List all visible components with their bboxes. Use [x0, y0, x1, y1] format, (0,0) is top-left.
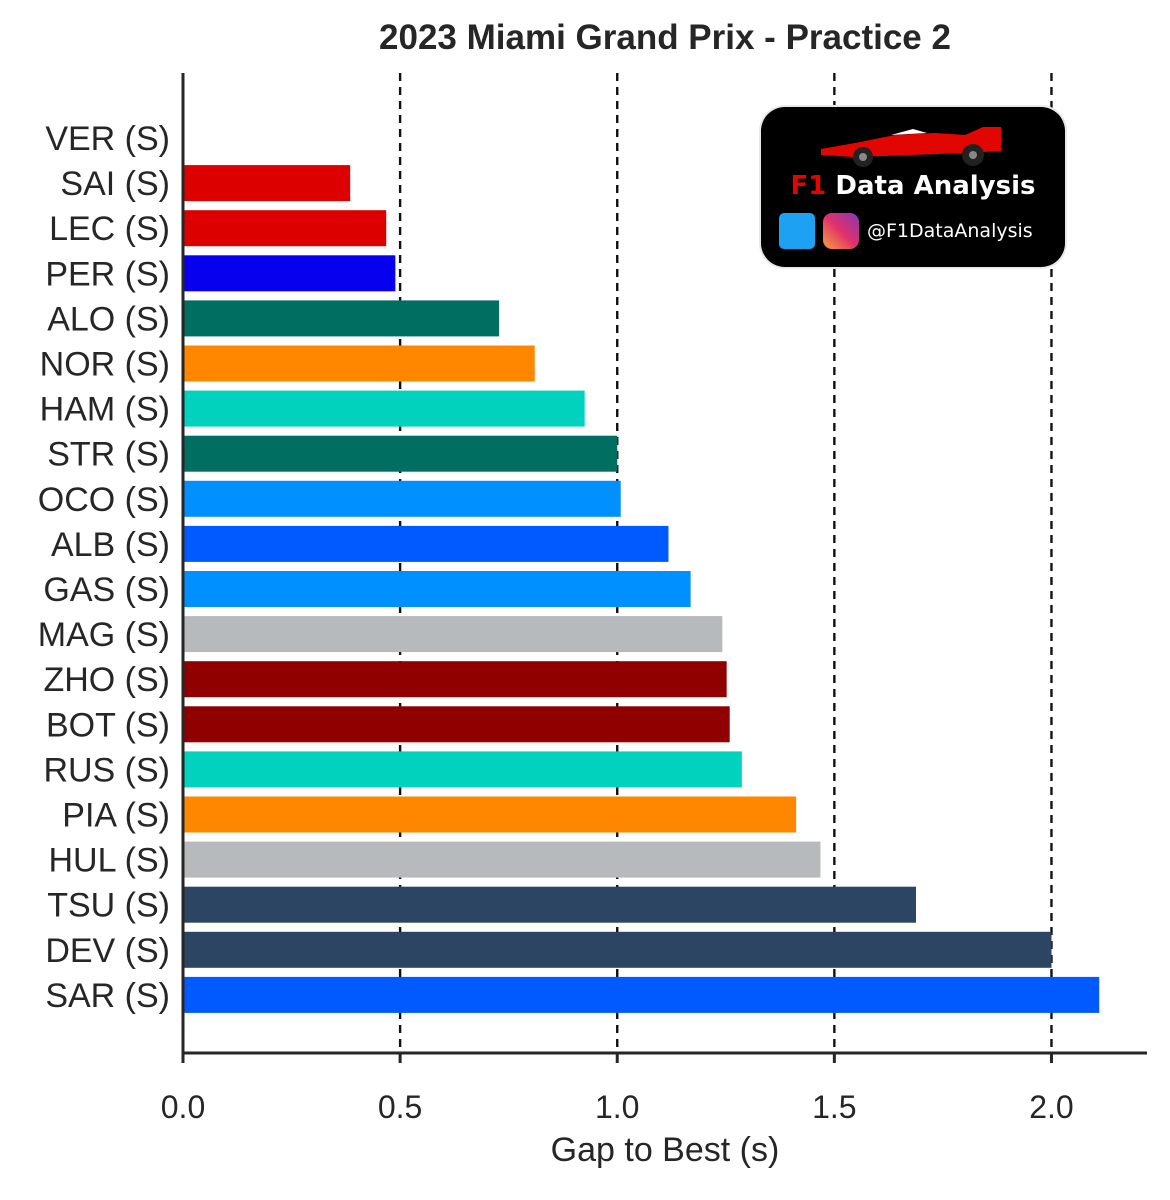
y-tick-lec: LEC (S) — [49, 210, 170, 248]
y-tick-oco: OCO (S) — [38, 481, 170, 519]
bar-per — [183, 255, 396, 292]
bar-pia — [183, 796, 797, 833]
bar-ham — [183, 390, 585, 427]
y-tick-bot: BOT (S) — [46, 706, 170, 744]
bar-bot — [183, 706, 730, 743]
x-tick-1.0: 1.0 — [595, 1089, 639, 1125]
bar-tsu — [183, 886, 916, 923]
y-tick-pia: PIA (S) — [62, 797, 170, 835]
chart-title: 2023 Miami Grand Prix - Practice 2 — [379, 18, 951, 57]
y-tick-sar: SAR (S) — [45, 977, 170, 1015]
brand-prefix: F1 — [790, 171, 827, 201]
bar-nor — [183, 345, 535, 382]
y-tick-hul: HUL (S) — [48, 842, 170, 880]
bar-dev — [183, 931, 1052, 968]
axes — [181, 73, 1147, 1055]
bar-mag — [183, 616, 723, 653]
watermark-handle: @F1DataAnalysis — [867, 220, 1033, 242]
watermark-brand: F1 Data Analysis — [761, 171, 1065, 201]
bars — [183, 165, 1100, 1013]
bar-str — [183, 435, 618, 472]
twitter-icon — [779, 213, 815, 249]
x-tick-1.5: 1.5 — [812, 1089, 856, 1125]
bar-rus — [183, 751, 742, 788]
f1-car-icon — [821, 127, 1001, 167]
watermark-logo: F1 Data Analysis @F1DataAnalysis — [761, 107, 1065, 267]
y-tick-nor: NOR (S) — [40, 346, 170, 384]
x-tick-0.0: 0.0 — [161, 1089, 205, 1125]
bar-alo — [183, 300, 500, 337]
x-tick-0.5: 0.5 — [378, 1089, 422, 1125]
bar-oco — [183, 480, 621, 517]
bar-hul — [183, 841, 821, 878]
y-tick-ham: HAM (S) — [40, 391, 170, 429]
bar-zho — [183, 661, 727, 698]
y-tick-labels: VER (S) SAI (S) LEC (S) PER (S) ALO (S) NOR (… — [38, 120, 170, 1015]
bar-lec — [183, 210, 387, 247]
bar-alb — [183, 525, 669, 562]
watermark-social: @F1DataAnalysis — [779, 213, 1033, 249]
x-tick-2.0: 2.0 — [1029, 1089, 1073, 1125]
instagram-icon — [823, 213, 859, 249]
y-tick-sai: SAI (S) — [60, 165, 170, 203]
y-tick-ver: VER (S) — [45, 120, 170, 158]
y-tick-dev: DEV (S) — [45, 932, 170, 970]
y-tick-alb: ALB (S) — [51, 526, 170, 564]
y-tick-zho: ZHO (S) — [43, 661, 170, 699]
bar-sar — [183, 976, 1100, 1013]
y-tick-rus: RUS (S) — [43, 751, 170, 789]
y-tick-per: PER (S) — [45, 255, 170, 293]
y-tick-gas: GAS (S) — [43, 571, 170, 609]
y-tick-alo: ALO (S) — [47, 300, 170, 338]
x-tick-labels: 0.0 0.5 1.0 1.5 2.0 — [161, 1053, 1074, 1125]
brand-rest: Data Analysis — [826, 171, 1036, 201]
y-tick-str: STR (S) — [47, 436, 170, 474]
x-axis-label: Gap to Best (s) — [550, 1131, 780, 1169]
bar-gas — [183, 571, 691, 607]
y-tick-tsu: TSU (S) — [47, 887, 170, 925]
bar-sai — [183, 165, 351, 202]
y-tick-mag: MAG (S) — [38, 616, 170, 654]
